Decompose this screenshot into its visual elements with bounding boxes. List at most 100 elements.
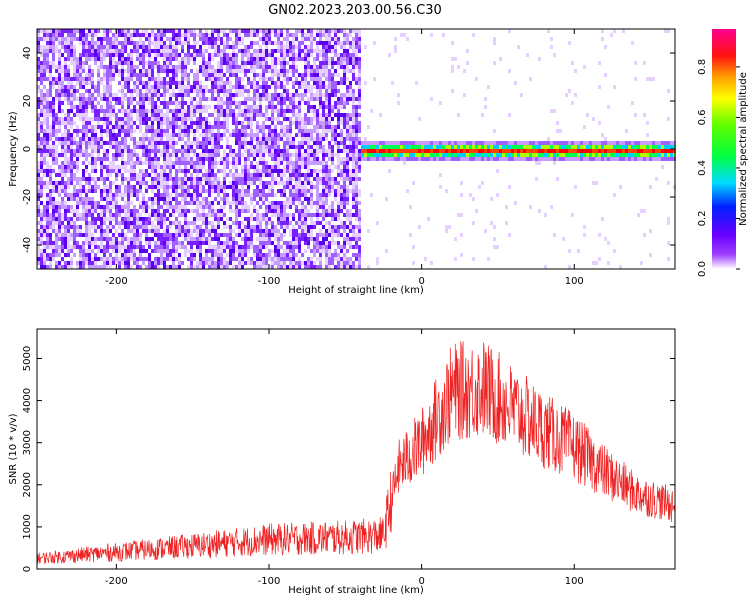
spectrogram-cell <box>304 77 307 81</box>
spectrogram-cell <box>193 73 196 77</box>
spectrogram-cell <box>340 105 343 109</box>
spectrogram-cell <box>199 89 202 93</box>
spectrogram-cell <box>103 165 106 169</box>
spectrogram-cell <box>283 97 286 101</box>
spectrogram-cell <box>244 253 247 257</box>
spectrogram-cell <box>328 213 331 217</box>
spectrogram-cell <box>73 77 76 81</box>
spectrogram-cell <box>316 189 319 193</box>
spectrogram-cell <box>184 37 187 41</box>
spectrogram-cell <box>106 177 109 181</box>
spectrogram-cell <box>286 253 289 257</box>
spectrogram-cell <box>124 77 127 81</box>
spectrogram-cell <box>106 89 109 93</box>
spectrogram-cell <box>268 205 271 209</box>
spectrogram-cell <box>148 173 151 177</box>
spectrogram-cell <box>301 237 304 241</box>
spectrogram-cell <box>337 157 340 161</box>
spectrogram-cell <box>307 109 310 113</box>
spectrogram-cell <box>325 153 328 157</box>
spectrogram-cell <box>184 109 187 113</box>
spectrogram-cell <box>130 53 133 57</box>
spectrogram-cell <box>202 213 205 217</box>
spectrogram-cell <box>154 169 157 173</box>
spectrogram-cell <box>301 201 304 205</box>
spectrogram-cell <box>154 61 157 65</box>
spectrogram-cell <box>40 185 43 189</box>
spectrogram-cell <box>205 129 208 133</box>
spectrogram-cell <box>112 261 115 265</box>
spectrogram-cell <box>241 101 244 105</box>
spectrogram-cell <box>121 125 124 129</box>
spectrogram-cell <box>130 153 133 157</box>
spectrogram-cell <box>64 149 67 153</box>
spectrogram-cell <box>325 149 328 153</box>
spectrogram-cell <box>85 253 88 257</box>
spectrogram-cell <box>253 165 256 169</box>
spectrogram-cell <box>241 29 244 33</box>
spectrogram-cell <box>274 141 277 145</box>
spectrogram-cell <box>217 109 220 113</box>
spectrogram-cell <box>37 57 40 61</box>
spectrogram-cell <box>106 225 109 229</box>
spectrogram-cell <box>271 173 274 177</box>
spectrogram-cell <box>58 173 61 177</box>
spectrogram-cell <box>76 193 79 197</box>
spectrogram-cell <box>325 45 328 49</box>
spectrogram-cell <box>232 45 235 49</box>
spectrogram-cell <box>316 29 319 33</box>
spectrogram-cell <box>43 117 46 121</box>
spectrogram-cell <box>184 221 187 225</box>
spectrogram-cell <box>76 241 79 245</box>
spectrogram-cell <box>109 201 112 205</box>
spectrogram-cell <box>55 245 58 249</box>
spectrogram-cell <box>226 41 229 45</box>
spectrogram-cell <box>238 233 241 237</box>
spectrogram-cell <box>169 233 172 237</box>
spectrogram-cell <box>352 141 355 145</box>
spectrogram-cell <box>169 165 172 169</box>
spectrogram-cell <box>175 197 178 201</box>
spectrogram-cell <box>319 177 322 181</box>
spectrogram-cell <box>148 261 151 265</box>
spectrogram-cell <box>355 117 358 121</box>
spectrogram-cell <box>307 189 310 193</box>
spectrogram-cell <box>280 245 283 249</box>
spectrogram-cell <box>313 125 316 129</box>
spectrogram-cell <box>73 153 76 157</box>
spectrogram-cell <box>322 93 325 97</box>
spectrogram-cell <box>61 249 64 253</box>
spectrogram-cell <box>298 133 301 137</box>
spectrogram-cell <box>184 157 187 161</box>
spectrogram-cell <box>142 261 145 265</box>
spectrogram-cell <box>232 197 235 201</box>
spectrogram-cell <box>181 153 184 157</box>
spectrogram-cell <box>226 53 229 57</box>
spectrogram-cell <box>151 93 154 97</box>
spectrogram-cell <box>262 29 265 33</box>
spectrogram-cell <box>214 165 217 169</box>
spectrogram-cell <box>100 125 103 129</box>
spectrogram-cell <box>349 57 352 61</box>
spectrogram-cell <box>307 121 310 125</box>
spectrogram-cell <box>196 141 199 145</box>
spectrogram-cell <box>241 53 244 57</box>
spectrogram-cell <box>82 41 85 45</box>
spectrogram-cell <box>148 145 151 149</box>
spectrogram-cell <box>94 257 97 261</box>
spectrogram-cell <box>214 69 217 73</box>
spectrogram-cell <box>265 233 268 237</box>
spectrogram-cell <box>58 73 61 77</box>
spectrogram-cell <box>271 61 274 65</box>
spectrogram-cell <box>298 153 301 157</box>
spectrogram-cell <box>97 157 100 161</box>
spectrogram-cell <box>70 221 73 225</box>
spectrogram-cell <box>124 261 127 265</box>
spectrogram-cell <box>295 105 298 109</box>
spectrogram-cell <box>319 85 322 89</box>
spectrogram-cell <box>283 101 286 105</box>
spectrogram-cell <box>181 85 184 89</box>
spectrogram-cell <box>301 229 304 233</box>
spectrogram-cell <box>337 133 340 137</box>
spectrogram-cell <box>181 61 184 65</box>
